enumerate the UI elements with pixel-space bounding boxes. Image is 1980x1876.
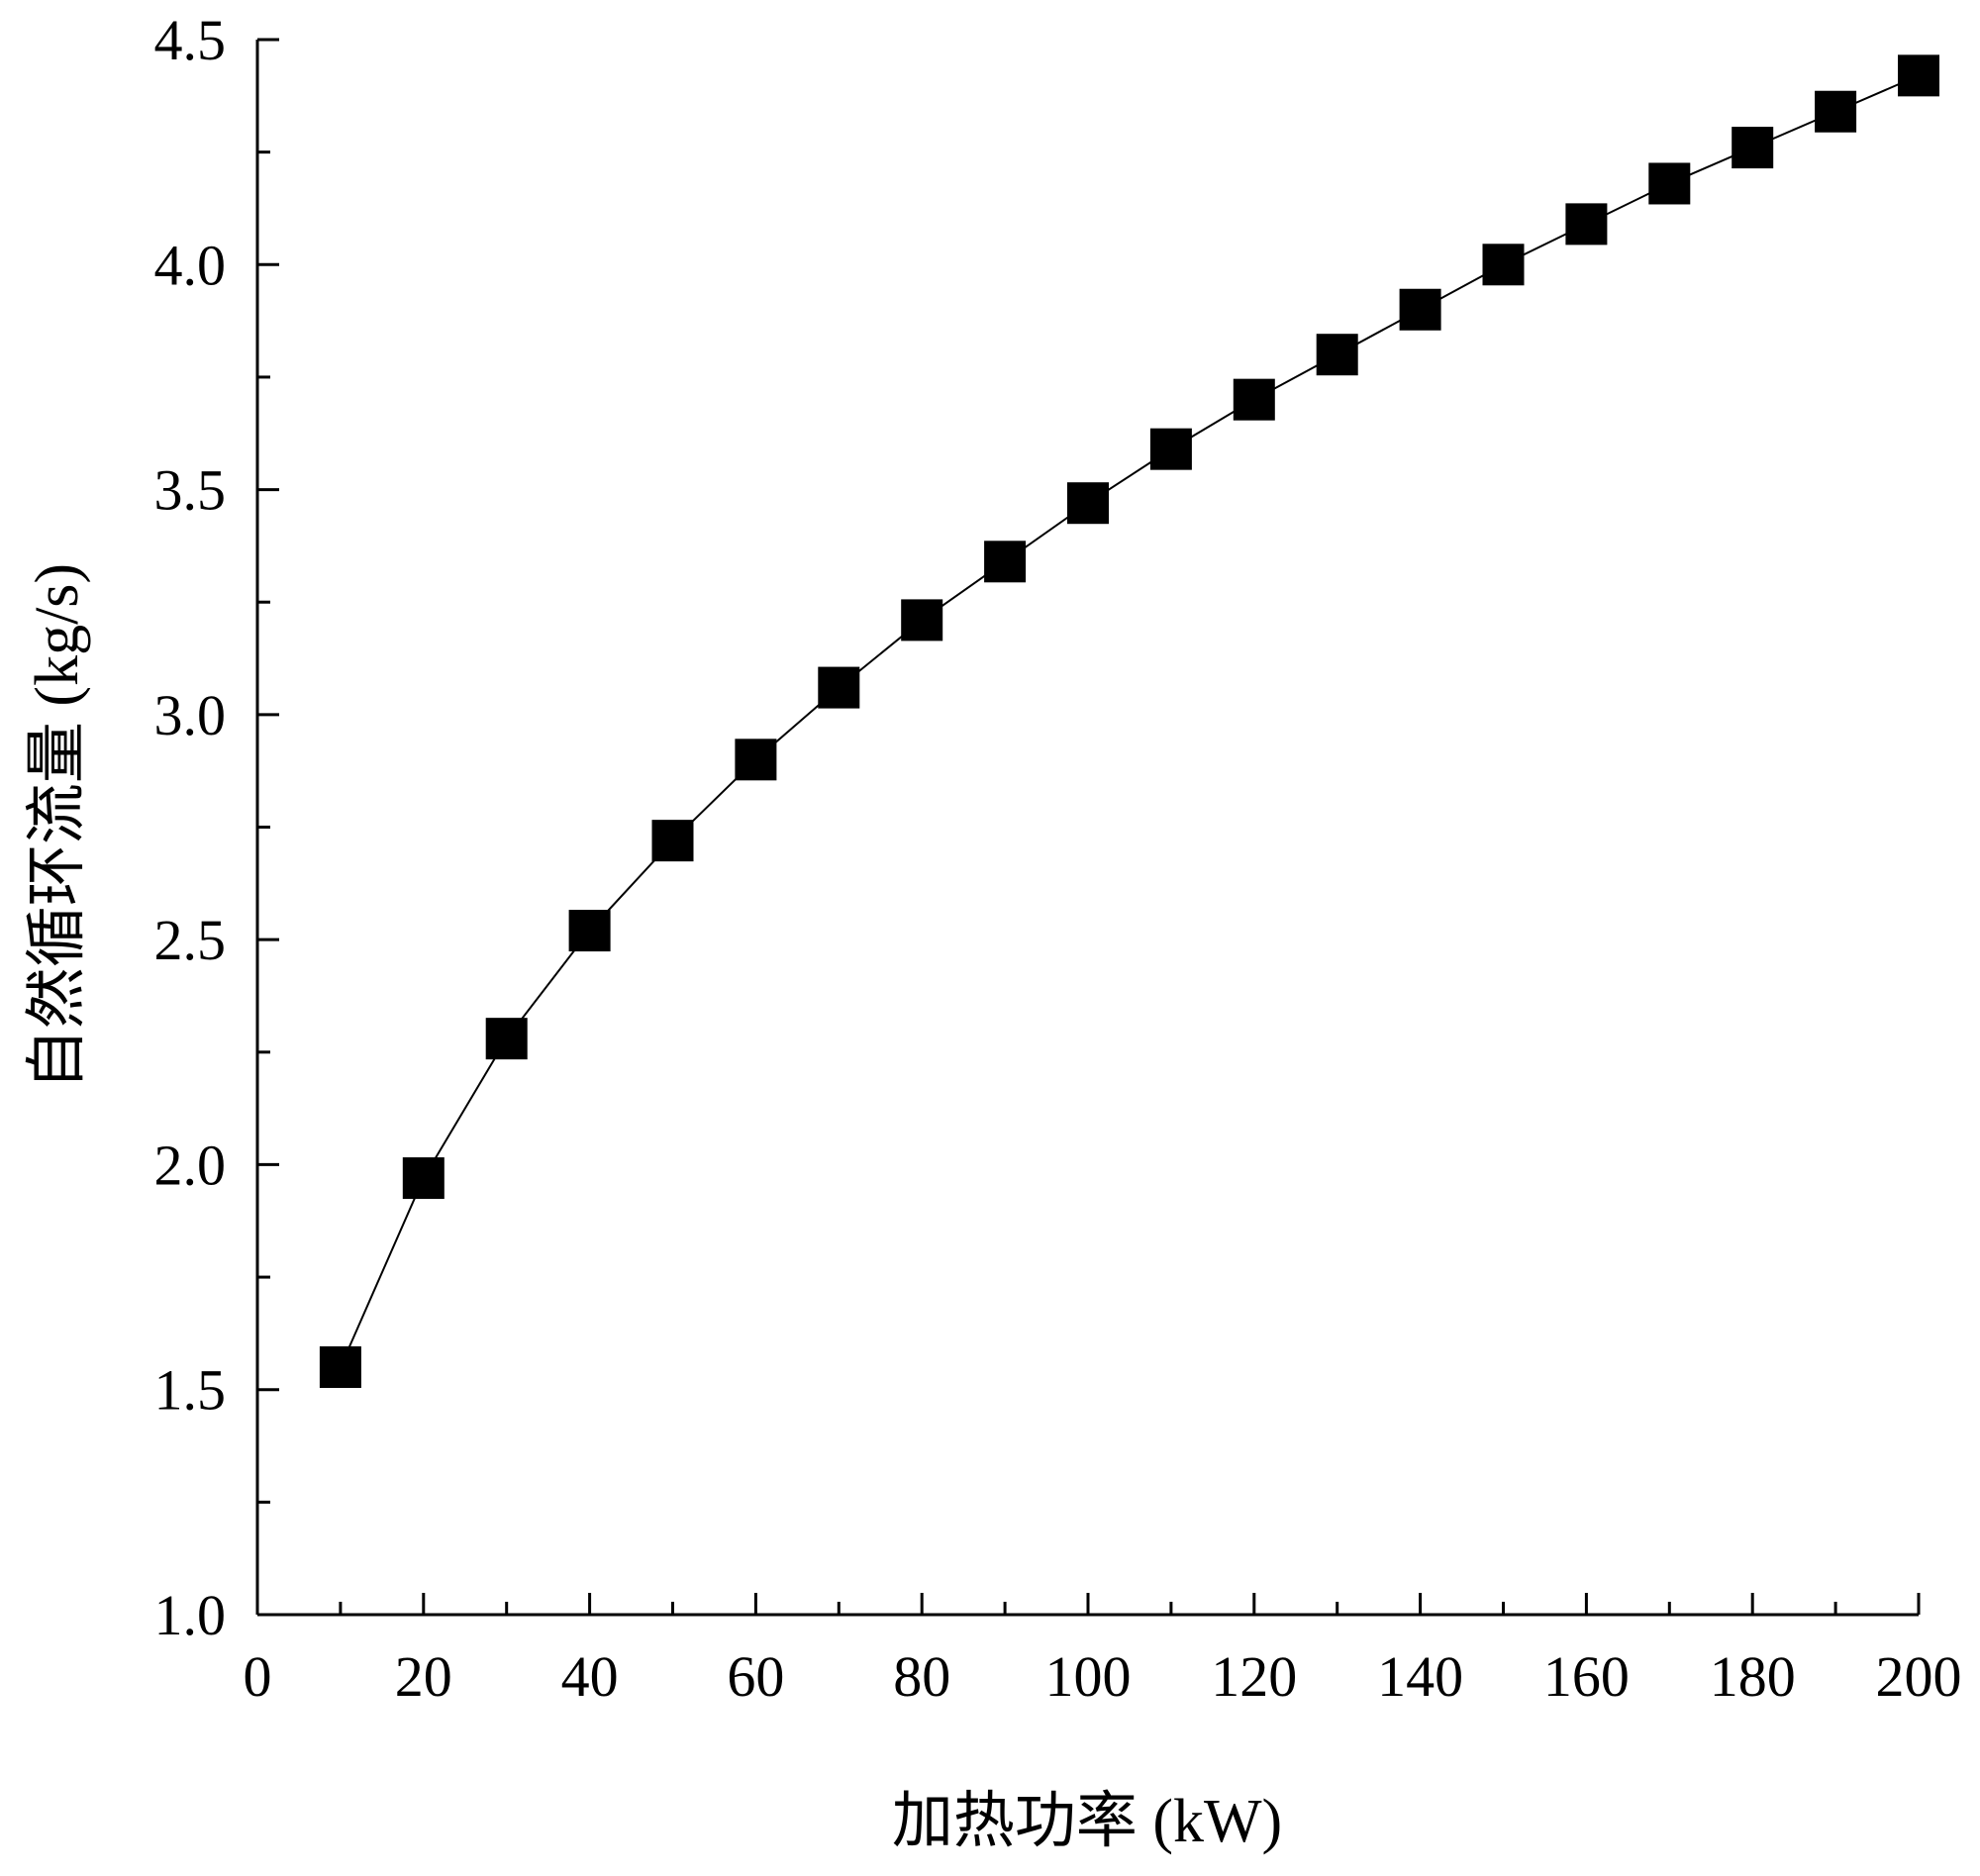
y-tick-label: 1.0 xyxy=(154,1583,227,1647)
data-point-marker xyxy=(984,541,1027,583)
markers-layer xyxy=(319,54,1939,1388)
x-tick-label: 200 xyxy=(1876,1644,1962,1709)
series-layer xyxy=(339,74,1920,1368)
y-tick-label: 2.0 xyxy=(154,1133,227,1197)
x-tick-label: 160 xyxy=(1543,1644,1630,1709)
y-tick-label: 3.0 xyxy=(154,683,227,747)
data-point-marker xyxy=(901,599,943,642)
axes xyxy=(255,40,1919,1617)
x-tick-label: 80 xyxy=(893,1644,950,1709)
x-tick-label: 120 xyxy=(1211,1644,1297,1709)
data-point-marker xyxy=(818,666,860,709)
y-tick-label: 2.5 xyxy=(154,908,227,972)
x-tick-label: 100 xyxy=(1045,1644,1132,1709)
x-tick-label: 0 xyxy=(244,1644,272,1709)
x-ticks: 0 20 40 60 80 100 120 140 160 180 200 xyxy=(244,1593,1962,1709)
data-point-marker xyxy=(402,1157,445,1200)
data-point-marker xyxy=(1399,288,1441,331)
data-point-marker xyxy=(1316,334,1358,376)
x-tick-label: 140 xyxy=(1377,1644,1463,1709)
x-tick-label: 180 xyxy=(1710,1644,1796,1709)
x-tick-label: 40 xyxy=(561,1644,619,1709)
y-axis-label: 自然循环流量 (kg/s) xyxy=(24,563,91,1090)
data-point-marker xyxy=(1898,54,1939,97)
x-tick-label: 60 xyxy=(727,1644,784,1709)
data-point-marker xyxy=(1149,428,1192,470)
data-point-marker xyxy=(1815,90,1857,133)
x-axis-label: 加热功率 (kW) xyxy=(892,1788,1282,1855)
series-line xyxy=(339,74,1920,1368)
x-tick-label: 20 xyxy=(395,1644,452,1709)
y-tick-label: 3.5 xyxy=(154,458,227,523)
y-tick-label: 4.0 xyxy=(154,233,227,297)
data-point-marker xyxy=(1565,203,1608,246)
data-point-marker xyxy=(735,739,777,781)
data-point-marker xyxy=(1067,482,1109,525)
data-point-marker xyxy=(568,910,611,952)
data-point-marker xyxy=(651,820,694,862)
data-point-marker xyxy=(1482,244,1525,286)
data-point-marker xyxy=(1233,378,1275,421)
y-tick-label: 1.5 xyxy=(154,1358,227,1423)
data-point-marker xyxy=(485,1018,528,1060)
y-ticks: 1.0 1.5 2.0 2.5 3.0 3.5 4.0 4.5 xyxy=(154,8,279,1647)
data-point-marker xyxy=(319,1345,361,1388)
y-tick-label: 4.5 xyxy=(154,8,227,72)
data-point-marker xyxy=(1648,162,1691,205)
data-point-marker xyxy=(1732,127,1774,169)
